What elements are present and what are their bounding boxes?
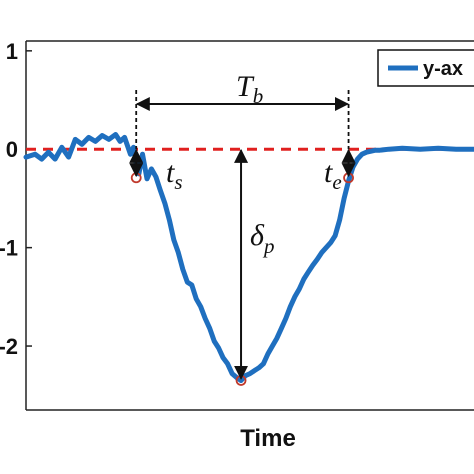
annotation-tb: Tb (236, 70, 263, 108)
y-ticks: 1 0 -1 -2 (0, 39, 32, 359)
annotation-te: te (324, 156, 342, 194)
axes-frame (25, 40, 474, 411)
y-tick-label: 0 (6, 137, 18, 162)
y-tick-label: -2 (0, 334, 18, 359)
y-tick-label: 1 (6, 39, 18, 64)
series-group (23, 132, 474, 383)
annotation-ts: ts (166, 156, 183, 194)
x-axis-title: Time (240, 425, 296, 452)
legend-entry-label: y-ax (423, 58, 463, 80)
series-line-y-ax (23, 132, 474, 383)
annotation-delta-p: δp (250, 219, 274, 258)
legend: y-ax (377, 49, 474, 87)
annotation-arrows (129, 90, 356, 380)
y-tick-label: -1 (0, 236, 18, 261)
